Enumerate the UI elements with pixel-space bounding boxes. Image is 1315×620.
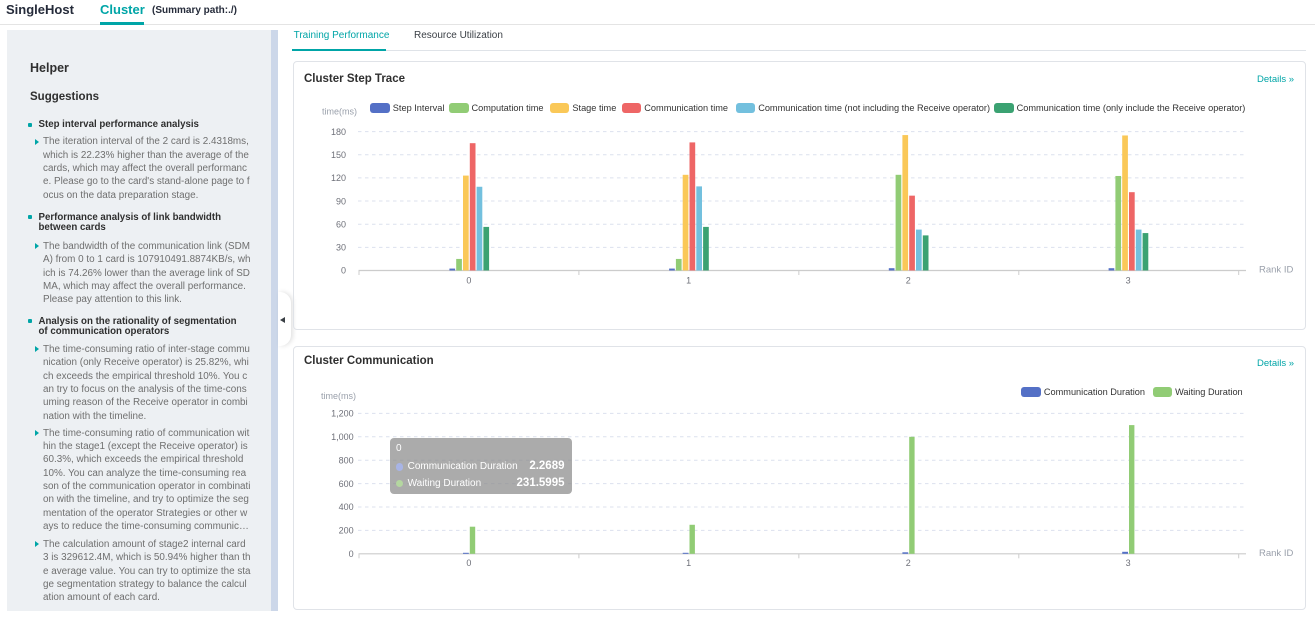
svg-text:2: 2 — [906, 558, 911, 568]
svg-text:3: 3 — [1126, 276, 1131, 286]
svg-text:120: 120 — [331, 173, 346, 183]
svg-text:180: 180 — [331, 127, 346, 137]
svg-text:90: 90 — [336, 196, 346, 206]
svg-text:600: 600 — [339, 479, 354, 489]
svg-text:400: 400 — [339, 502, 354, 512]
svg-text:0: 0 — [349, 549, 354, 559]
svg-text:60: 60 — [336, 219, 346, 229]
svg-text:30: 30 — [336, 243, 346, 253]
svg-text:Rank ID: Rank ID — [1259, 548, 1293, 559]
svg-text:3: 3 — [1126, 558, 1131, 568]
svg-text:time(ms): time(ms) — [322, 107, 357, 117]
svg-text:0: 0 — [466, 558, 471, 568]
svg-text:Rank ID: Rank ID — [1259, 265, 1293, 276]
svg-text:150: 150 — [331, 150, 346, 160]
svg-text:1: 1 — [686, 276, 691, 286]
svg-text:1: 1 — [686, 558, 691, 568]
svg-text:1,200: 1,200 — [331, 409, 354, 419]
svg-text:2: 2 — [906, 276, 911, 286]
svg-text:200: 200 — [339, 526, 354, 536]
svg-text:0: 0 — [341, 266, 346, 276]
svg-text:time(ms): time(ms) — [321, 391, 356, 401]
svg-text:1,000: 1,000 — [331, 432, 354, 442]
svg-text:0: 0 — [466, 276, 471, 286]
svg-text:800: 800 — [339, 455, 354, 465]
